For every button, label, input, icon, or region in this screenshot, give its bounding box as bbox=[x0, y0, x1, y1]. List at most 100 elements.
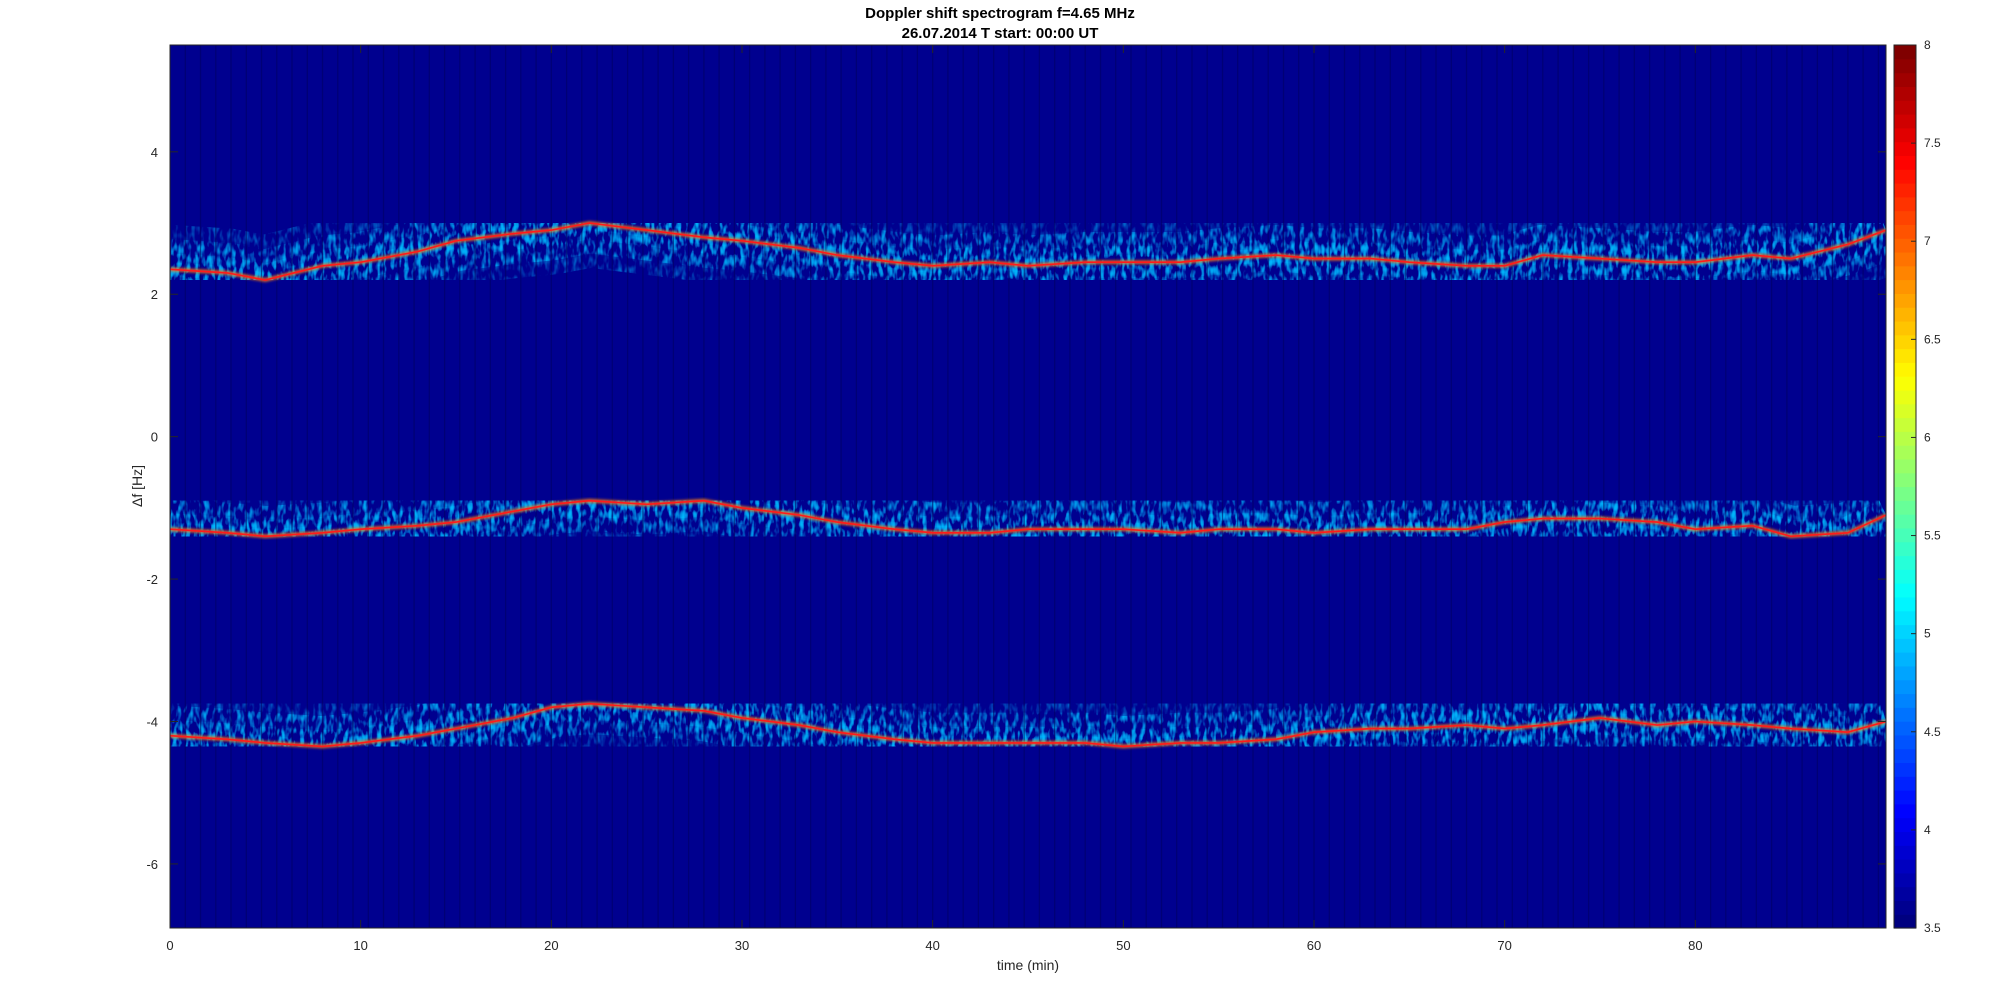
colorbar-segment bbox=[1894, 527, 1916, 543]
colorbar-segment bbox=[1894, 362, 1916, 377]
colorbar-segment bbox=[1894, 307, 1916, 322]
colorbar-segment bbox=[1894, 196, 1916, 212]
colorbar-segment bbox=[1894, 500, 1916, 515]
y-tick-label: 0 bbox=[151, 430, 158, 445]
colorbar-segment bbox=[1894, 665, 1916, 681]
colorbar-segment bbox=[1894, 348, 1916, 363]
colorbar-tick-label: 6.5 bbox=[1924, 332, 1941, 346]
colorbar-segment bbox=[1894, 100, 1916, 115]
y-tick-label: -6 bbox=[146, 857, 158, 872]
colorbar-segment bbox=[1894, 431, 1916, 446]
colorbar-tick-label: 7 bbox=[1924, 234, 1931, 248]
colorbar-segment bbox=[1894, 45, 1916, 60]
colorbar-segment bbox=[1894, 403, 1916, 419]
colorbar-segment bbox=[1894, 790, 1916, 805]
colorbar-tick-label: 5.5 bbox=[1924, 529, 1941, 543]
x-tick-label: 30 bbox=[735, 938, 749, 953]
colorbar-segment bbox=[1894, 803, 1916, 819]
x-tick-label: 80 bbox=[1688, 938, 1702, 953]
colorbar-tick-label: 4.5 bbox=[1924, 725, 1941, 739]
x-tick-label: 70 bbox=[1497, 938, 1511, 953]
colorbar-segment bbox=[1894, 320, 1916, 336]
colorbar-segment bbox=[1894, 679, 1916, 695]
colorbar-tick-label: 3.5 bbox=[1924, 921, 1941, 935]
colorbar-segment bbox=[1894, 583, 1916, 598]
colorbar-segment bbox=[1894, 914, 1916, 929]
x-axis-ticks: 0 10 20 30 40 50 60 70 80 bbox=[166, 45, 1703, 953]
colorbar-segment bbox=[1894, 251, 1916, 267]
colorbar-segment bbox=[1894, 900, 1916, 915]
colorbar: 3.5 4 4.5 5 5.5 6 6.5 7 7.5 8 bbox=[1893, 38, 1941, 935]
colorbar-segment bbox=[1894, 721, 1916, 736]
y-tick-label: 4 bbox=[151, 145, 158, 160]
colorbar-segment bbox=[1894, 638, 1916, 653]
colorbar-segment bbox=[1894, 458, 1916, 474]
colorbar-frame bbox=[1893, 44, 1917, 929]
colorbar-segment bbox=[1894, 389, 1916, 405]
colorbar-segment bbox=[1894, 72, 1916, 87]
colorbar-segment bbox=[1894, 596, 1916, 612]
colorbar-segment bbox=[1894, 624, 1916, 639]
ridge-lines bbox=[170, 220, 1886, 749]
colorbar-segment bbox=[1894, 693, 1916, 708]
colorbar-segment bbox=[1894, 86, 1916, 101]
plot-frame bbox=[169, 44, 1887, 929]
y-tick-label: 2 bbox=[151, 287, 158, 302]
colorbar-segment bbox=[1894, 610, 1916, 626]
chart-title: Doppler shift spectrogram f=4.65 MHz bbox=[865, 5, 1135, 22]
x-axis-label: time (min) bbox=[997, 957, 1059, 973]
colorbar-segment bbox=[1894, 872, 1916, 888]
colorbar-segment bbox=[1894, 886, 1916, 902]
colorbar-segment bbox=[1894, 541, 1916, 557]
colorbar-segment bbox=[1894, 514, 1916, 529]
colorbar-segment bbox=[1894, 652, 1916, 667]
colorbar-segment bbox=[1894, 334, 1916, 350]
colorbar-segment bbox=[1894, 238, 1916, 253]
colorbar-segment bbox=[1894, 555, 1916, 570]
colorbar-segment bbox=[1894, 734, 1916, 750]
time-segment-stripes bbox=[184, 45, 1880, 928]
y-axis-label: Δf [Hz] bbox=[129, 465, 145, 507]
colorbar-segment bbox=[1894, 224, 1916, 239]
colorbar-tick-label: 5 bbox=[1924, 627, 1931, 641]
colorbar-segment bbox=[1894, 762, 1916, 777]
colorbar-segment bbox=[1894, 776, 1916, 791]
y-tick-label: -4 bbox=[146, 714, 158, 729]
colorbar-segment bbox=[1894, 210, 1916, 225]
colorbar-segment bbox=[1894, 707, 1916, 722]
colorbar-segment bbox=[1894, 182, 1916, 198]
ridge-line-3 bbox=[170, 702, 1886, 748]
colorbar-segment bbox=[1894, 569, 1916, 584]
y-tick-label: -2 bbox=[146, 572, 158, 587]
y-axis-ticks: -6 -4 -2 0 2 4 bbox=[146, 145, 1886, 872]
colorbar-tick-label: 7.5 bbox=[1924, 136, 1941, 150]
x-tick-label: 40 bbox=[925, 938, 939, 953]
colorbar-segment bbox=[1894, 831, 1916, 846]
colorbar-tick-label: 8 bbox=[1924, 38, 1931, 52]
x-tick-label: 60 bbox=[1307, 938, 1321, 953]
x-tick-label: 20 bbox=[544, 938, 558, 953]
colorbar-segment bbox=[1894, 845, 1916, 860]
colorbar-segment bbox=[1894, 141, 1916, 156]
colorbar-segment bbox=[1894, 486, 1916, 501]
colorbar-segment bbox=[1894, 265, 1916, 281]
colorbar-tick-label: 4 bbox=[1924, 823, 1931, 837]
colorbar-segment bbox=[1894, 293, 1916, 308]
colorbar-segment bbox=[1894, 748, 1916, 764]
colorbar-tick-label: 6 bbox=[1924, 430, 1931, 444]
x-tick-label: 0 bbox=[166, 938, 173, 953]
x-tick-label: 10 bbox=[353, 938, 367, 953]
colorbar-segment bbox=[1894, 817, 1916, 833]
x-tick-label: 50 bbox=[1116, 938, 1130, 953]
colorbar-segment bbox=[1894, 417, 1916, 432]
colorbar-segment bbox=[1894, 859, 1916, 874]
colorbar-segment bbox=[1894, 445, 1916, 460]
colorbar-segment bbox=[1894, 58, 1916, 74]
ridge-line-1 bbox=[170, 222, 1886, 281]
colorbar-segment bbox=[1894, 169, 1916, 184]
colorbar-segment bbox=[1894, 127, 1916, 143]
colorbar-segment bbox=[1894, 279, 1916, 294]
colorbar-segment bbox=[1894, 113, 1916, 129]
